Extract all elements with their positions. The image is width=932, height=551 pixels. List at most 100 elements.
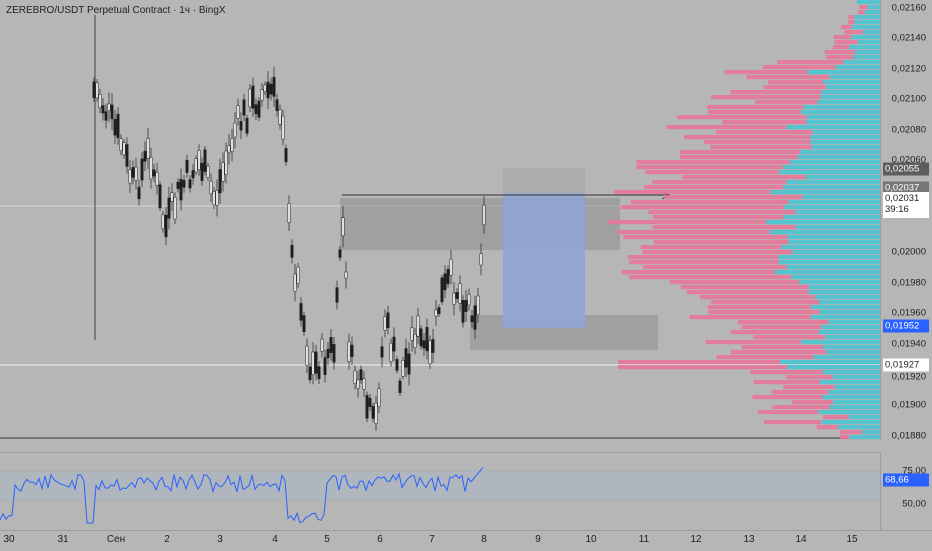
candle-body — [392, 336, 396, 352]
profile-bar — [707, 305, 880, 310]
profile-bar — [808, 290, 880, 295]
profile-bar — [653, 240, 880, 245]
profile-bar — [716, 130, 880, 135]
profile-bar — [832, 375, 880, 380]
candle-body — [410, 327, 414, 341]
candle-body — [227, 145, 231, 154]
candle-body — [374, 402, 378, 424]
profile-bar — [835, 65, 880, 70]
profile-bar — [778, 255, 880, 260]
time-label: 2 — [164, 534, 170, 545]
profile-bar — [826, 85, 880, 90]
profile-bar — [618, 365, 880, 370]
profile-bar — [857, 0, 880, 5]
candle-body — [170, 192, 174, 202]
candle-body — [458, 283, 462, 304]
price-scale[interactable]: 0,02160 0,02140 0,02120 0,02100 0,02080 … — [880, 0, 932, 442]
candle-body — [221, 162, 225, 182]
profile-bar — [630, 200, 880, 205]
candle-body — [335, 287, 339, 303]
profile-bar — [617, 230, 880, 235]
candle-body — [299, 303, 303, 321]
profile-bar — [825, 335, 880, 340]
profile-bar — [812, 145, 880, 150]
candle-body — [380, 346, 384, 358]
profile-bar — [817, 100, 880, 105]
candle-body — [305, 345, 309, 366]
profile-bar — [636, 165, 880, 170]
profile-bar — [741, 345, 880, 350]
candle-body — [422, 340, 426, 349]
time-label: 30 — [3, 534, 15, 545]
profile-bar — [843, 60, 880, 65]
profile-bar — [838, 425, 880, 430]
profile-bar — [771, 390, 880, 395]
profile-bar — [820, 95, 880, 100]
profile-bar — [707, 110, 880, 115]
candle-body — [320, 338, 324, 352]
profile-bar — [783, 205, 880, 210]
profile-bar — [614, 190, 880, 195]
profile-bar — [826, 350, 880, 355]
price-badge-level-low: 0,01927 — [883, 358, 929, 372]
profile-bar — [824, 50, 880, 55]
profile-bar — [778, 260, 880, 265]
price-tick: 0,01920 — [891, 371, 926, 383]
candle-body — [167, 197, 171, 219]
candle-body — [296, 266, 300, 284]
profile-bar — [811, 305, 880, 310]
candle-body — [302, 315, 306, 333]
chart-canvas[interactable] — [0, 0, 880, 440]
profile-bar — [737, 320, 880, 325]
profile-bar — [828, 320, 880, 325]
profile-bar — [724, 70, 880, 75]
price-tick: 0,01880 — [891, 430, 926, 442]
profile-bar — [819, 380, 880, 385]
rsi-line — [0, 467, 484, 524]
candle-body — [104, 111, 108, 121]
candle-body — [368, 397, 372, 407]
profile-bar — [766, 220, 880, 225]
profile-bar — [769, 230, 880, 235]
candle-body — [365, 395, 369, 419]
candle-body — [248, 88, 252, 108]
candle-body — [128, 169, 132, 184]
profile-bar — [753, 335, 880, 340]
candle-body — [275, 99, 279, 111]
price-tick: 0,01940 — [891, 338, 926, 350]
rsi-band — [0, 471, 880, 501]
profile-bar — [810, 140, 880, 145]
candle-body — [239, 121, 243, 131]
profile-bar — [783, 215, 880, 220]
profile-bar — [829, 405, 880, 410]
profile-bar — [787, 235, 880, 240]
time-axis[interactable]: 30 31 Сен 2 3 4 5 6 7 8 9 10 11 12 13 14 15 — [0, 530, 932, 551]
profile-bar — [643, 185, 880, 190]
candle-body — [353, 370, 357, 384]
profile-bar — [848, 435, 880, 440]
candle-body — [113, 118, 117, 136]
candle-body — [452, 292, 456, 305]
profile-bar — [818, 300, 880, 305]
profile-bar — [828, 390, 880, 395]
price-tick: 0,02060 — [891, 154, 926, 166]
profile-bar — [867, 5, 880, 10]
rsi-canvas — [0, 467, 880, 524]
profile-bar — [788, 200, 880, 205]
candle-body — [326, 348, 330, 359]
candle-body — [137, 186, 141, 200]
profile-bar — [645, 170, 880, 175]
profile-bar — [821, 420, 880, 425]
last-price-badge: 0,02031 39:16 — [883, 192, 929, 218]
profile-bar — [629, 275, 880, 280]
profile-bar — [834, 385, 880, 390]
profile-bar — [653, 215, 880, 220]
candle-body — [260, 89, 264, 101]
profile-bar — [855, 50, 880, 55]
profile-bar — [788, 240, 880, 245]
candle-body — [449, 258, 453, 276]
profile-bar — [686, 290, 880, 295]
rsi-panel[interactable] — [0, 452, 880, 531]
candle-body — [323, 357, 327, 375]
price-chart[interactable]: ZEREBRO/USDT Perpetual Contract · 1ч · B… — [0, 0, 880, 440]
